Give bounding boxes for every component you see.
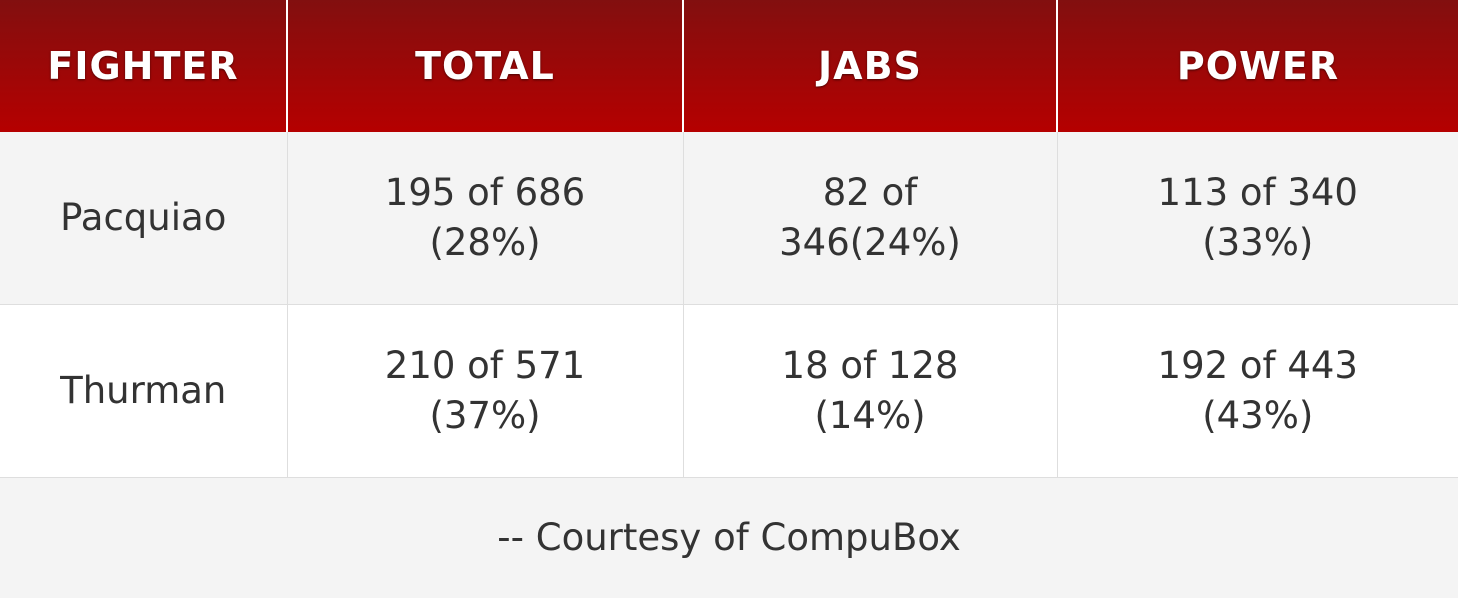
table-row: Pacquiao 195 of 686 (28%) 82 of 346(24%)…	[0, 132, 1458, 305]
power-percent: (43%)	[1202, 394, 1314, 437]
total-percent: (28%)	[429, 221, 541, 264]
total-cell: 210 of 571 (37%)	[286, 304, 683, 478]
header-jabs: JABS	[682, 0, 1057, 132]
fighter-cell: Pacquiao	[0, 132, 287, 305]
power-cell: 192 of 443 (43%)	[1056, 304, 1458, 478]
source-credit: -- Courtesy of CompuBox	[0, 477, 1458, 598]
jabs-cell: 82 of 346(24%)	[682, 132, 1057, 305]
table-row: Thurman 210 of 571 (37%) 18 of 128 (14%)…	[0, 304, 1458, 478]
jabs-cell: 18 of 128 (14%)	[682, 304, 1057, 478]
header-total: TOTAL	[286, 0, 683, 132]
header-fighter: FIGHTER	[0, 0, 287, 132]
fighter-cell: Thurman	[0, 304, 287, 478]
header-row: FIGHTER TOTAL JABS POWER	[0, 0, 1458, 132]
power-cell: 113 of 340 (33%)	[1056, 132, 1458, 305]
jabs-percent: 346(24%)	[779, 221, 961, 264]
total-cell: 195 of 686 (28%)	[286, 132, 683, 305]
total-percent: (37%)	[429, 394, 541, 437]
footer-row: -- Courtesy of CompuBox	[0, 477, 1458, 598]
power-percent: (33%)	[1202, 221, 1314, 264]
table-header: FIGHTER TOTAL JABS POWER	[0, 0, 1458, 132]
header-power: POWER	[1056, 0, 1458, 132]
power-count: 113 of 340	[1157, 171, 1358, 214]
total-count: 195 of 686	[384, 171, 586, 214]
jabs-count: 18 of 128	[781, 344, 959, 387]
table-body: Pacquiao 195 of 686 (28%) 82 of 346(24%)…	[0, 132, 1458, 598]
power-count: 192 of 443	[1157, 344, 1358, 387]
total-count: 210 of 571	[384, 344, 586, 387]
jabs-percent: (14%)	[814, 394, 926, 437]
jabs-count: 82 of	[822, 171, 918, 214]
